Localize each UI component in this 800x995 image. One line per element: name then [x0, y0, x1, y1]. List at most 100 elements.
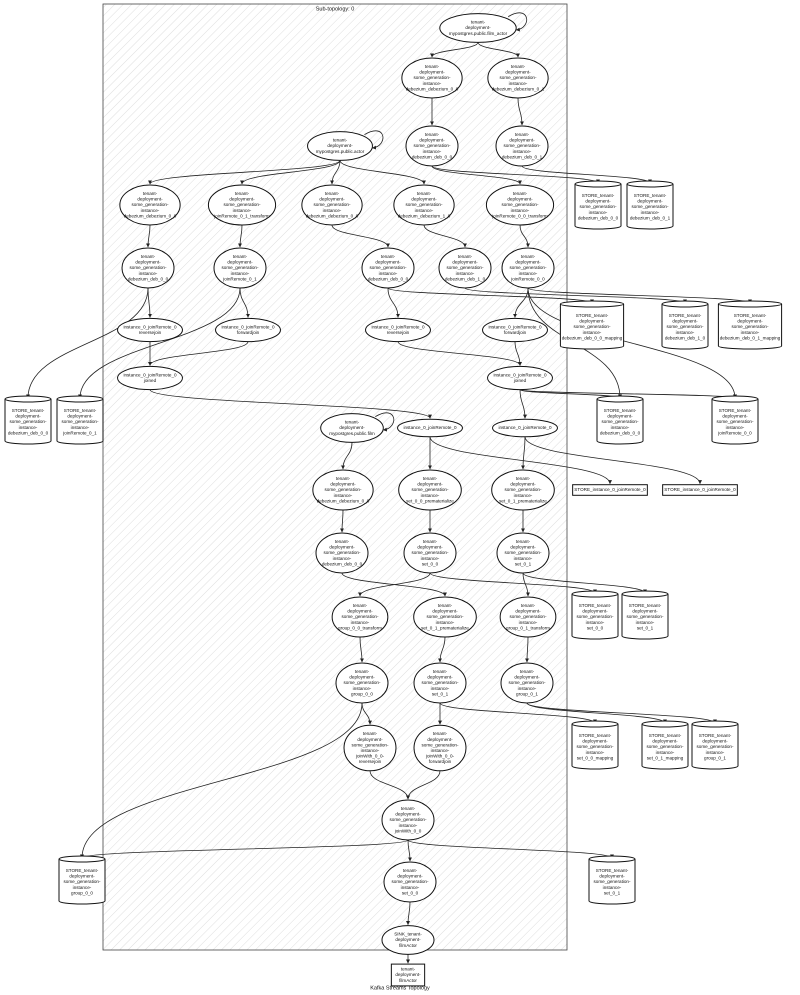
store-node: [621, 590, 669, 640]
node-label: instance-: [513, 149, 532, 154]
edge: [238, 224, 243, 248]
node-label: joined: [513, 378, 527, 383]
processor-node: [492, 418, 558, 438]
node-label: some_generation-: [129, 265, 166, 270]
node: STORE_tenant-deployment-some_generation-…: [571, 720, 619, 770]
edge: [330, 160, 341, 185]
node-label: deployment-: [417, 545, 443, 550]
edge: [339, 160, 426, 185]
node: instance_0_joinRemote_0: [492, 418, 558, 438]
processor-node: [405, 125, 459, 167]
node-label: mypostgres.public.film: [329, 431, 375, 436]
node-label: tenant-: [141, 254, 156, 259]
node-label: some_generation-: [389, 817, 426, 822]
node-label: instance-: [436, 620, 455, 625]
store-node: [691, 720, 739, 770]
store-node: [559, 300, 625, 350]
processor-node: [495, 125, 549, 167]
node: tenant-deployment-some_generation-instan…: [398, 469, 462, 511]
node-label: deployment-: [135, 260, 161, 265]
node-label: set_0_1_prematerialize: [421, 625, 469, 630]
node: tenant-deployment-some_generation-instan…: [381, 799, 435, 841]
node: STORE_tenant-deployment-some_generation-…: [621, 590, 669, 640]
box-node: [662, 484, 738, 496]
node-label: group_0_1_transform: [506, 625, 550, 630]
node-label: deployment-: [427, 737, 453, 742]
processor-node: [491, 469, 555, 511]
node-label: instance-: [514, 556, 533, 561]
node-label: deployment-: [227, 260, 253, 265]
node-label: instance-: [399, 823, 418, 828]
node-label: STORE_tenant-: [582, 193, 615, 198]
node: tenant-deployment-some_generation-instan…: [401, 57, 463, 99]
node-label: debezium_deb_0_0: [128, 276, 169, 281]
edge: [429, 436, 612, 485]
node: tenant-deployment-some_generation-instan…: [413, 724, 467, 772]
node-label: reversejoin: [387, 330, 410, 335]
node-label: deployment-: [515, 260, 541, 265]
node: tenant-deployment-some_generation-instan…: [312, 469, 374, 511]
node-label: instance-: [519, 620, 538, 625]
edge: [387, 287, 594, 304]
node-label: deployment-: [349, 675, 375, 680]
processor-node: [403, 532, 457, 574]
processor-node: [487, 57, 549, 99]
node-label: deployment-: [339, 425, 365, 430]
node-label: tenant-: [520, 669, 535, 674]
store-node: [641, 720, 689, 770]
node-label: deployment-: [357, 737, 383, 742]
node-label: tenant-: [401, 806, 416, 811]
node-label: STORE_tenant-: [734, 313, 767, 318]
node-label: tenant-: [438, 603, 453, 608]
node-label: tenant-: [143, 191, 158, 196]
node-label: tenant-: [333, 138, 348, 143]
node-label: deployment-: [507, 197, 533, 202]
node: tenant-deployment-filmActor: [390, 963, 426, 987]
node: tenant-deployment-some_generation-instan…: [331, 596, 389, 638]
processor-node: [335, 662, 389, 704]
store-node: [661, 300, 709, 350]
node-label: debezium_deb_0_0_mapping: [562, 335, 623, 340]
node-label: tenant-: [521, 254, 536, 259]
node-label: some_generation-: [61, 419, 98, 424]
edge: [341, 442, 353, 470]
node-label: some_generation-: [413, 143, 450, 148]
node-label: deployment-: [395, 972, 421, 977]
node-label: joinRemote_0_1_transform: [213, 213, 270, 218]
edge: [406, 901, 411, 925]
node-label: some_generation-: [341, 614, 378, 619]
processor-node: [496, 532, 550, 574]
store-node: [596, 395, 644, 445]
edge: [464, 287, 687, 304]
edge: [340, 509, 345, 533]
store-node: [571, 720, 619, 770]
node-label: deployment-: [427, 675, 453, 680]
node-label: tenant-: [513, 191, 528, 196]
node-label: joinWith_0_0: [394, 828, 422, 833]
node-label: STORE_tenant-: [579, 733, 612, 738]
node-label: instance-: [676, 330, 695, 335]
node-label: deployment-: [637, 199, 663, 204]
node-label: tenant-: [336, 476, 351, 481]
node-label: tenant-: [515, 132, 530, 137]
processor-node: [438, 247, 492, 289]
processor-node: [215, 317, 281, 343]
node: STORE_instance_0_joinRemote_0: [572, 484, 648, 496]
self-loop: [364, 130, 384, 150]
node-label: deployment-: [329, 545, 355, 550]
node-label: joined: [143, 378, 157, 383]
edge: [146, 224, 151, 248]
node-label: some_generation-: [223, 202, 260, 207]
node-label: STORE_tenant-: [629, 603, 662, 608]
node-label: deployment-: [15, 414, 41, 419]
node-label: joinWith_0_0-: [355, 754, 385, 759]
edge: [519, 224, 530, 248]
node-label: STORE_instance_0_joinRemote_0: [574, 487, 646, 492]
node-label: STORE_tenant-: [576, 313, 609, 318]
node: STORE_instance_0_joinRemote_0: [662, 484, 738, 496]
node: STORE_tenant-deployment-some_generation-…: [711, 395, 759, 445]
node: tenant-deployment-some_generation-instan…: [335, 662, 389, 704]
node-label: some_generation-: [369, 265, 406, 270]
edge: [429, 572, 597, 594]
